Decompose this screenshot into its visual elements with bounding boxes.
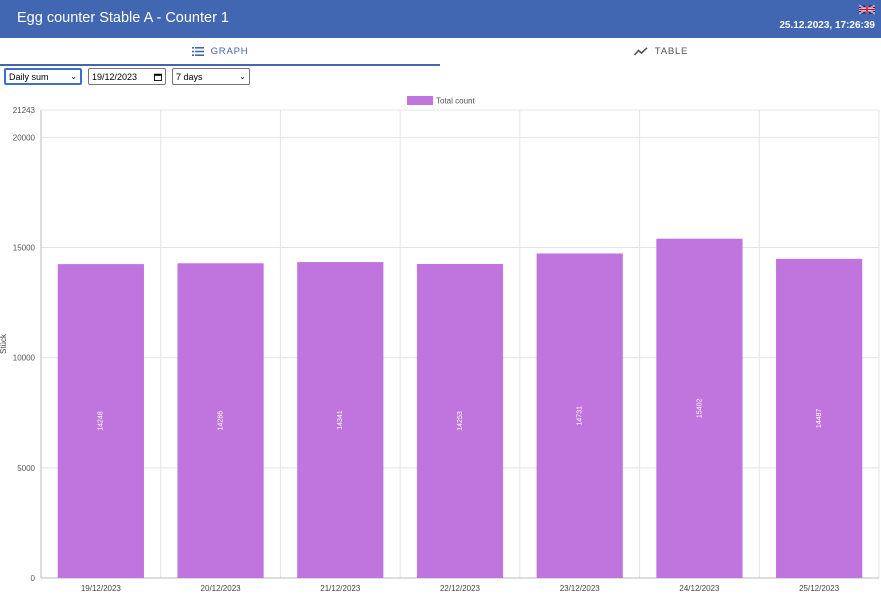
bar-data-label: 14253 [457, 411, 464, 431]
uk-flag-icon[interactable] [859, 4, 875, 15]
current-datetime: 25.12.2023, 17:26:39 [779, 20, 875, 31]
mode-select-value: Daily sum [9, 71, 49, 82]
bar [57, 264, 144, 578]
bar [416, 263, 504, 578]
bar [536, 253, 623, 578]
bar [656, 238, 743, 578]
chevron-down-icon: ⌄ [239, 72, 246, 81]
mode-select[interactable]: Daily sum ⌄ [4, 68, 82, 85]
date-input-value: 19/12/2023 [92, 71, 138, 82]
bar-data-label: 15402 [696, 399, 703, 419]
y-tick-label: 15000 [13, 244, 36, 253]
chevron-down-icon: ⌄ [70, 72, 77, 81]
y-tick-label: 10000 [13, 354, 36, 363]
x-tick-label: 19/12/2023 [81, 584, 122, 593]
view-tabs: GRAPH TABLE [0, 38, 881, 66]
bar [177, 263, 264, 578]
bar-data-label: 14731 [577, 406, 584, 426]
page-title: Egg counter Stable A - Counter 1 [17, 10, 229, 26]
tab-table[interactable]: TABLE [441, 38, 881, 65]
x-tick-label: 20/12/2023 [201, 584, 242, 593]
tab-graph-label: GRAPH [210, 45, 249, 57]
daily-count-bar-chart: 0 5000 10000 15000 20000 21243 14248 19/12/2023… [0, 96, 880, 593]
range-select[interactable]: 7 days ⌄ [172, 68, 250, 85]
y-axis-label: Stück [0, 333, 8, 354]
date-input[interactable]: 19/12/2023 [88, 68, 166, 85]
bar [297, 262, 384, 578]
y-tick-label: 0 [31, 574, 36, 583]
y-tick-label: 20000 [13, 133, 36, 142]
legend-label: Total count [436, 97, 475, 106]
x-tick-label: 23/12/2023 [560, 584, 601, 593]
bar [776, 258, 863, 578]
y-tick-label: 5000 [17, 464, 35, 473]
bar-data-label: 14248 [98, 411, 105, 431]
trend-line-icon [633, 47, 648, 56]
x-tick-label: 21/12/2023 [320, 584, 361, 593]
bar-data-label: 14487 [816, 409, 823, 429]
app-header: Egg counter Stable A - Counter 1 25.12.2… [0, 0, 881, 38]
legend-swatch [407, 96, 433, 105]
x-tick-label: 22/12/2023 [440, 584, 481, 593]
y-tick-label: 21243 [13, 106, 36, 115]
bar-data-label: 14341 [337, 410, 344, 430]
calendar-icon [154, 73, 162, 81]
tab-table-label: TABLE [654, 46, 689, 57]
x-tick-label: 24/12/2023 [679, 584, 720, 593]
x-tick-label: 25/12/2023 [799, 584, 840, 593]
list-icon [191, 46, 204, 56]
bar-data-label: 14286 [217, 411, 224, 431]
tab-graph[interactable]: GRAPH [0, 38, 440, 66]
range-select-value: 7 days [176, 71, 203, 82]
